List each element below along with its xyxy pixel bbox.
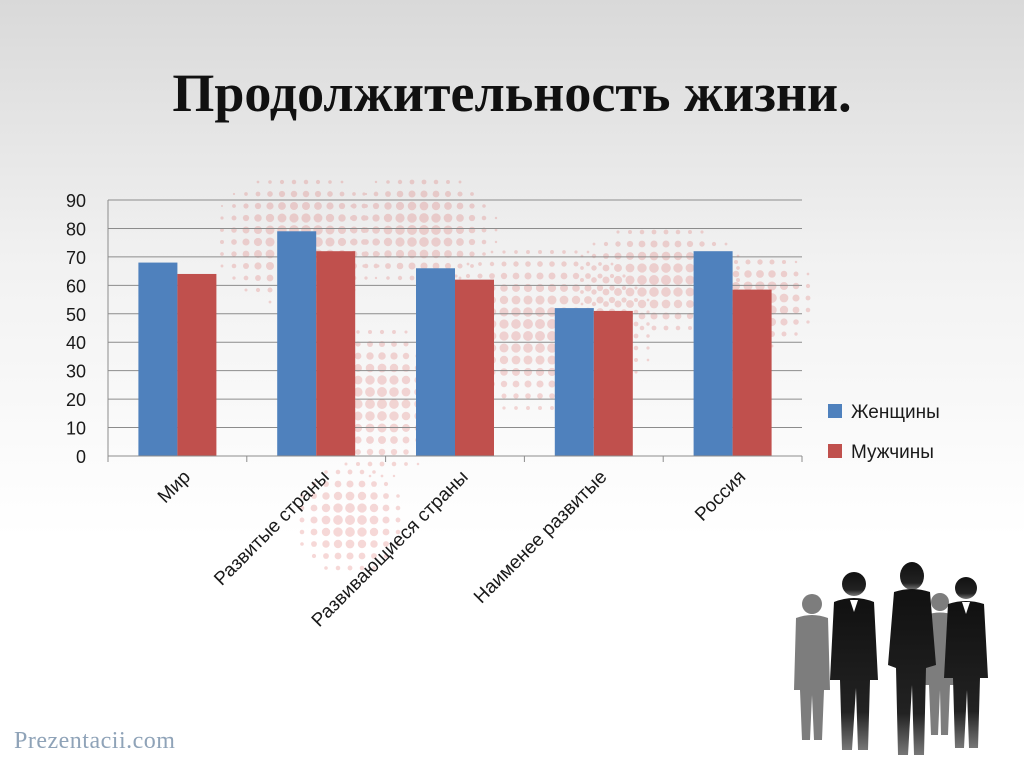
legend-label: Женщины	[851, 402, 940, 423]
legend-swatch	[828, 444, 842, 458]
watermark: Prezentacii.com	[14, 728, 176, 754]
bar-men	[316, 251, 356, 456]
slide-title: Продолжительность жизни.	[172, 63, 852, 123]
y-tick-label: 10	[66, 419, 86, 439]
x-tick-label: Наименее развитые	[470, 467, 611, 608]
y-axis-ticks: 0 10 20 30 40 50 60 70 80 90	[66, 191, 86, 467]
bar-women	[693, 251, 733, 456]
legend-swatch	[828, 404, 842, 418]
bar-women	[416, 268, 455, 456]
x-tick-label: Развивающиеся страны	[308, 467, 473, 632]
x-tick-label: Развитые страны	[210, 467, 333, 590]
bar-men	[177, 273, 217, 456]
chart-legend: Женщины Мужчины	[828, 402, 940, 463]
bar-men	[455, 279, 494, 456]
y-tick-label: 50	[66, 305, 86, 325]
legend-label: Мужчины	[851, 442, 934, 463]
x-tick-label: Мир	[154, 467, 195, 508]
y-tick-label: 20	[66, 390, 86, 410]
bar-women	[554, 308, 594, 456]
y-tick-label: 30	[66, 362, 86, 382]
y-tick-label: 40	[66, 333, 86, 353]
x-tick-label: Россия	[691, 467, 750, 526]
bar-men	[732, 289, 772, 456]
bar-women	[277, 231, 317, 456]
y-tick-label: 70	[66, 248, 86, 268]
y-tick-label: 90	[66, 191, 86, 211]
bar-women	[138, 262, 178, 456]
y-tick-label: 0	[76, 447, 86, 467]
y-tick-label: 80	[66, 219, 86, 239]
bar-men	[593, 310, 633, 456]
chart-axes	[107, 200, 803, 462]
business-people-silhouette-icon	[794, 562, 988, 755]
chart-bars	[138, 231, 772, 456]
y-tick-label: 60	[66, 276, 86, 296]
